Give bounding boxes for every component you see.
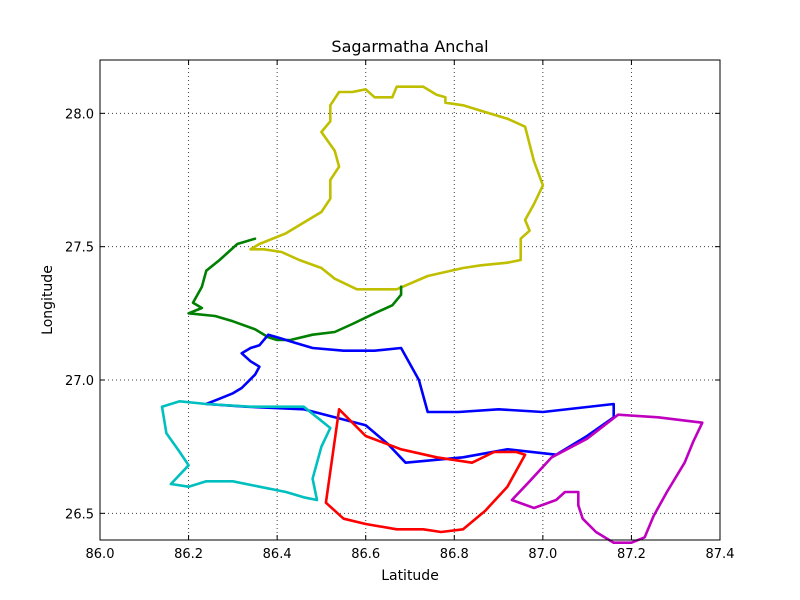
grid [99, 60, 721, 540]
x-tick-label: 87.4 [706, 547, 735, 562]
series-line-5 [324, 407, 527, 534]
x-tick-label: 86.8 [440, 547, 469, 562]
y-tick-label: 27.0 [65, 374, 94, 389]
x-tick-label: 86.4 [263, 547, 292, 562]
y-tick-label: 28.0 [65, 107, 94, 122]
plot-area [160, 85, 704, 545]
y-tick-label: 27.5 [65, 241, 94, 256]
chart-title: Sagarmatha Anchal [331, 37, 488, 56]
series-line-4 [160, 399, 332, 502]
y-tick-label: 26.5 [65, 507, 94, 522]
x-tick-label: 86.6 [351, 547, 380, 562]
series-line-1 [249, 85, 545, 291]
x-tick-label: 86.0 [86, 547, 115, 562]
x-tick-label: 87.2 [617, 547, 646, 562]
x-axis-label: Latitude [381, 568, 439, 584]
x-tick-label: 87.0 [528, 547, 557, 562]
series-line-6 [510, 413, 704, 545]
series-line-3 [205, 333, 616, 465]
y-axis-label: Longitude [40, 265, 56, 335]
axis-ticks: 86.0 86.2 86.4 86.6 86.8 87.0 87.2 87.4 26.5 27.0… [65, 60, 734, 562]
axes-frame [99, 59, 721, 541]
x-tick-label: 86.2 [174, 547, 203, 562]
series-line-2 [187, 237, 403, 342]
